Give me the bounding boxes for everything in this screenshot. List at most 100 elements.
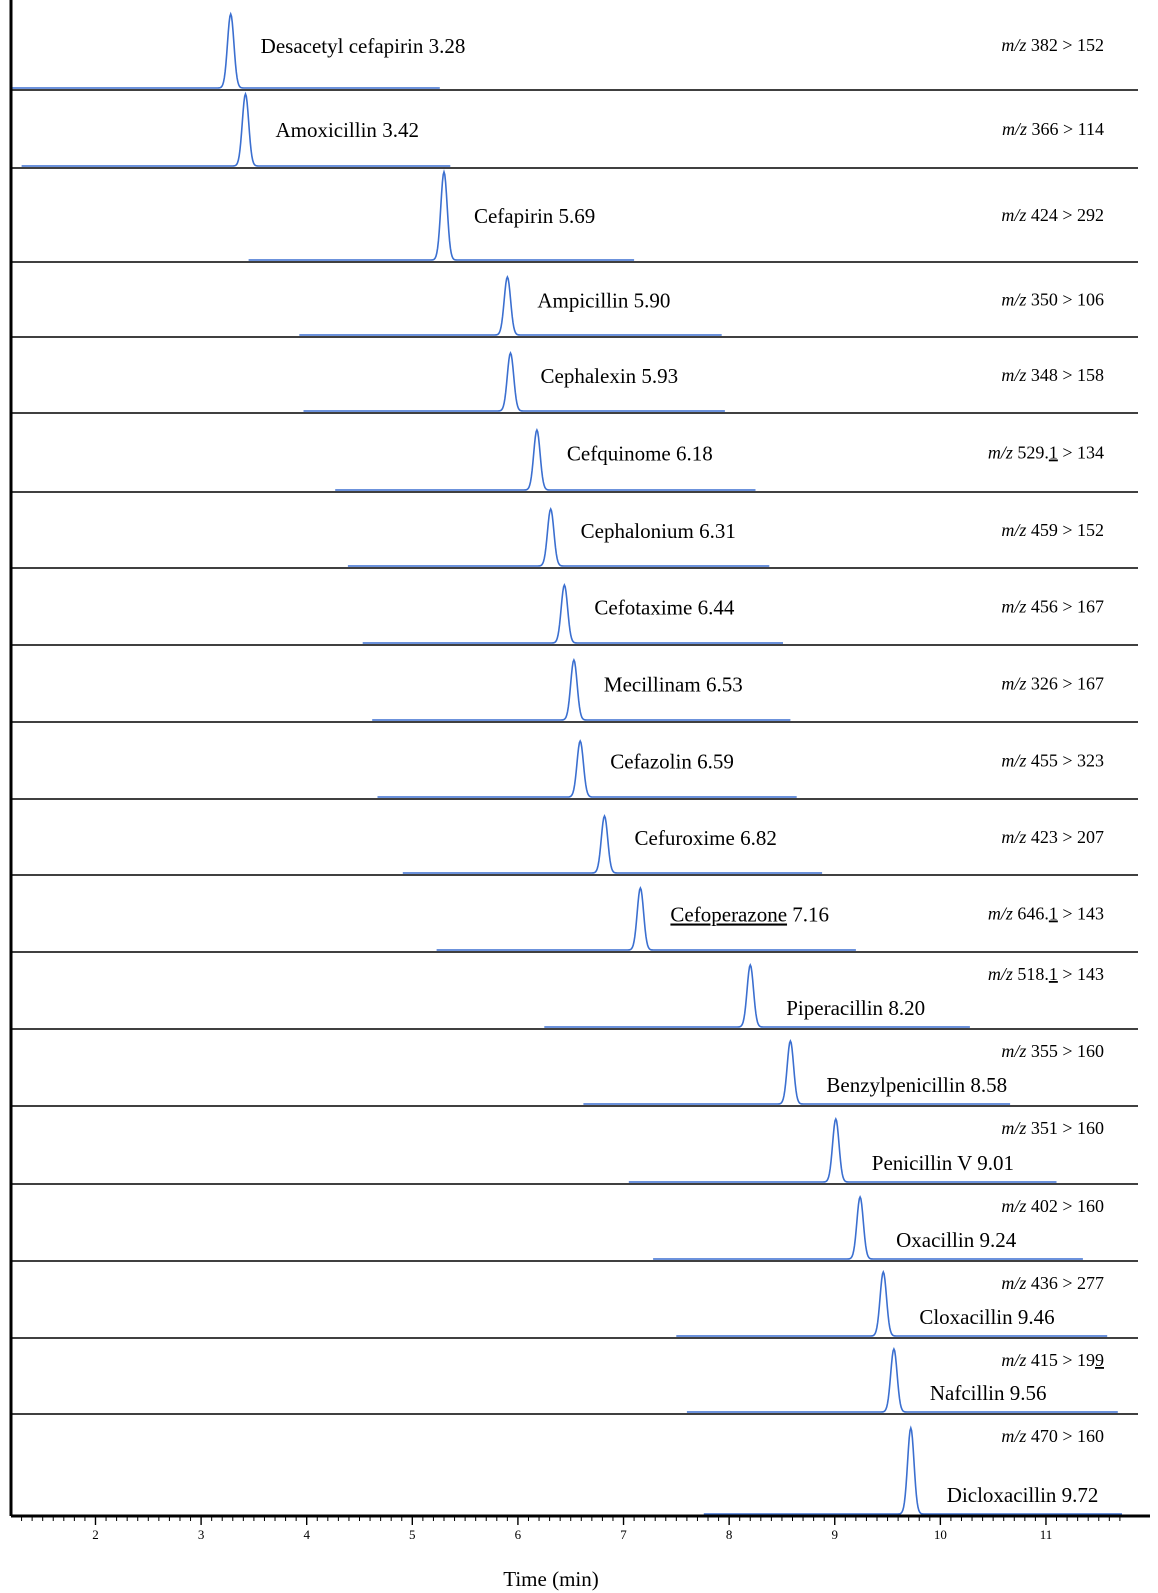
x-axis: 2 3 4 5 6 7 8 9 10 11 [11,1514,1150,1542]
mz-transition: m/z 351 > 160 [1001,1118,1104,1138]
compound-name: Cefazolin [610,750,692,774]
compound-name: Cefotaxime [594,596,692,620]
mz-prefix: m/z [988,964,1018,984]
retention-time: 6.53 [701,673,743,697]
compound-name: Piperacillin [786,996,883,1020]
x-tick-label: 3 [198,1527,205,1542]
x-tick-label: 6 [515,1527,522,1542]
retention-time: 9.56 [1005,1381,1047,1405]
mz-prefix: m/z [1001,205,1031,225]
compound-name: Cephalonium [581,519,694,543]
compound-label: Cefuroxime 6.82 [635,826,777,850]
mz-value: 326 > 167 [1031,674,1104,694]
mz-transition: m/z 382 > 152 [1001,35,1104,55]
mz-transition: m/z 424 > 292 [1001,205,1104,225]
mz-prefix: m/z [1001,1350,1031,1370]
mz-value: 402 > 160 [1031,1196,1104,1216]
compound-label: Piperacillin 8.20 [786,996,925,1020]
compound-label: Desacetyl cefapirin 3.28 [261,34,466,58]
compound-label: Cefotaxime 6.44 [594,596,734,620]
compound-label: Cephalonium 6.31 [581,519,736,543]
panel-cephalonium: Cephalonium 6.31 m/z 459 > 152 [11,507,1138,569]
mz-value: > 143 [1058,904,1104,924]
chromatogram-trace [377,739,797,798]
mz-prefix: m/z [1001,751,1031,771]
compound-name: Penicillin V [872,1151,972,1175]
mz-value: 423 > 207 [1031,827,1104,847]
x-tick-label: 4 [303,1527,310,1542]
chromatogram-trace [372,658,791,721]
panel-piperacillin: Piperacillin 8.20 m/z 518.1 > 143 [11,962,1138,1030]
mz-transition: m/z 326 > 167 [1001,674,1104,694]
panel-cefapirin: Cefapirin 5.69 m/z 424 > 292 [11,169,1138,263]
panel-ampicillin: Ampicillin 5.90 m/z 350 > 106 [11,275,1138,338]
mz-prefix: m/z [1001,290,1031,310]
mz-transition: m/z 459 > 152 [1001,520,1104,540]
x-tick-label: 8 [726,1527,733,1542]
retention-time: 9.46 [1013,1305,1055,1329]
compound-name: Desacetyl cefapirin [261,34,424,58]
retention-time: 8.20 [883,996,925,1020]
chromatogram-trace [583,1038,1011,1105]
retention-time: 3.42 [377,118,419,142]
compound-name: Cefapirin [474,204,554,228]
compound-label: Amoxicillin 3.42 [275,118,419,142]
mz-transition: m/z 423 > 207 [1001,827,1104,847]
retention-time: 5.93 [636,364,678,388]
mz-prefix: m/z [1001,1118,1031,1138]
mz-prefix: m/z [1001,1273,1031,1293]
retention-time: 6.31 [694,519,736,543]
compound-label: Cloxacillin 9.46 [919,1305,1054,1329]
panel-mecillinam: Mecillinam 6.53 m/z 326 > 167 [11,658,1138,723]
mz-transition: m/z 350 > 106 [1001,290,1104,310]
panel-oxacillin: Oxacillin 9.24 m/z 402 > 160 [11,1194,1138,1262]
x-tick-label: 7 [620,1527,627,1542]
compound-label: Oxacillin 9.24 [896,1228,1017,1252]
compound-name: Cloxacillin [919,1305,1013,1329]
mz-value: 350 > 106 [1031,290,1104,310]
compound-label: Dicloxacillin 9.72 [947,1483,1099,1507]
mz-prefix: m/z [1002,119,1032,139]
panel-cefazolin: Cefazolin 6.59 m/z 455 > 323 [11,739,1138,800]
mz-value: 436 > 277 [1031,1273,1104,1293]
chromatogram-trace [11,11,440,89]
chromatogram-trace [362,583,783,644]
mz-value: 382 > 152 [1031,35,1104,55]
mz-prefix: m/z [1001,1041,1031,1061]
mz-prefix: m/z [988,904,1018,924]
mz-transition: m/z 529.1 > 134 [988,443,1104,463]
compound-name: Cefuroxime [635,826,735,850]
mz-prefix: m/z [1001,520,1031,540]
retention-time: 7.16 [787,903,829,927]
mz-value: 529. [1017,443,1049,463]
retention-time: 5.90 [628,289,670,313]
compound-label: Nafcillin 9.56 [930,1381,1047,1405]
compound-name: Nafcillin [930,1381,1005,1405]
compound-label: Cefoperazone 7.16 [670,903,829,927]
retention-time: 8.58 [965,1073,1007,1097]
panel-cefuroxime: Cefuroxime 6.82 m/z 423 > 207 [11,814,1138,876]
chromatogram-trace [347,507,770,567]
panel-amoxicillin: Amoxicillin 3.42 m/z 366 > 114 [11,91,1138,169]
mz-underlined-digit: 1 [1049,904,1058,924]
panel-dicloxacillin: Dicloxacillin 9.72 m/z 470 > 160 [11,1425,1138,1517]
mz-value: 518. [1017,964,1049,984]
chromatogram-trace [686,1346,1118,1413]
mz-underlined-digit: 1 [1049,964,1058,984]
x-tick-label: 10 [934,1527,947,1542]
mz-transition: m/z 518.1 > 143 [988,964,1104,984]
compound-label: Penicillin V 9.01 [872,1151,1014,1175]
compound-name: Mecillinam [604,673,701,697]
mz-transition: m/z 415 > 199 [1001,1350,1104,1370]
chromatogram-trace [653,1194,1083,1260]
panel-cephalexin: Cephalexin 5.93 m/z 348 > 158 [11,351,1138,414]
compound-name: Cefquinome [567,442,671,466]
compound-label: Mecillinam 6.53 [604,673,743,697]
mz-value: 455 > 323 [1031,751,1104,771]
retention-time: 5.69 [553,204,595,228]
mz-value: 351 > 160 [1031,1118,1104,1138]
mz-transition: m/z 355 > 160 [1001,1041,1104,1061]
chromatogram-panels: Desacetyl cefapirin 3.28 m/z 382 > 152 Amo… [11,11,1138,1517]
compound-label: Cefquinome 6.18 [567,442,713,466]
